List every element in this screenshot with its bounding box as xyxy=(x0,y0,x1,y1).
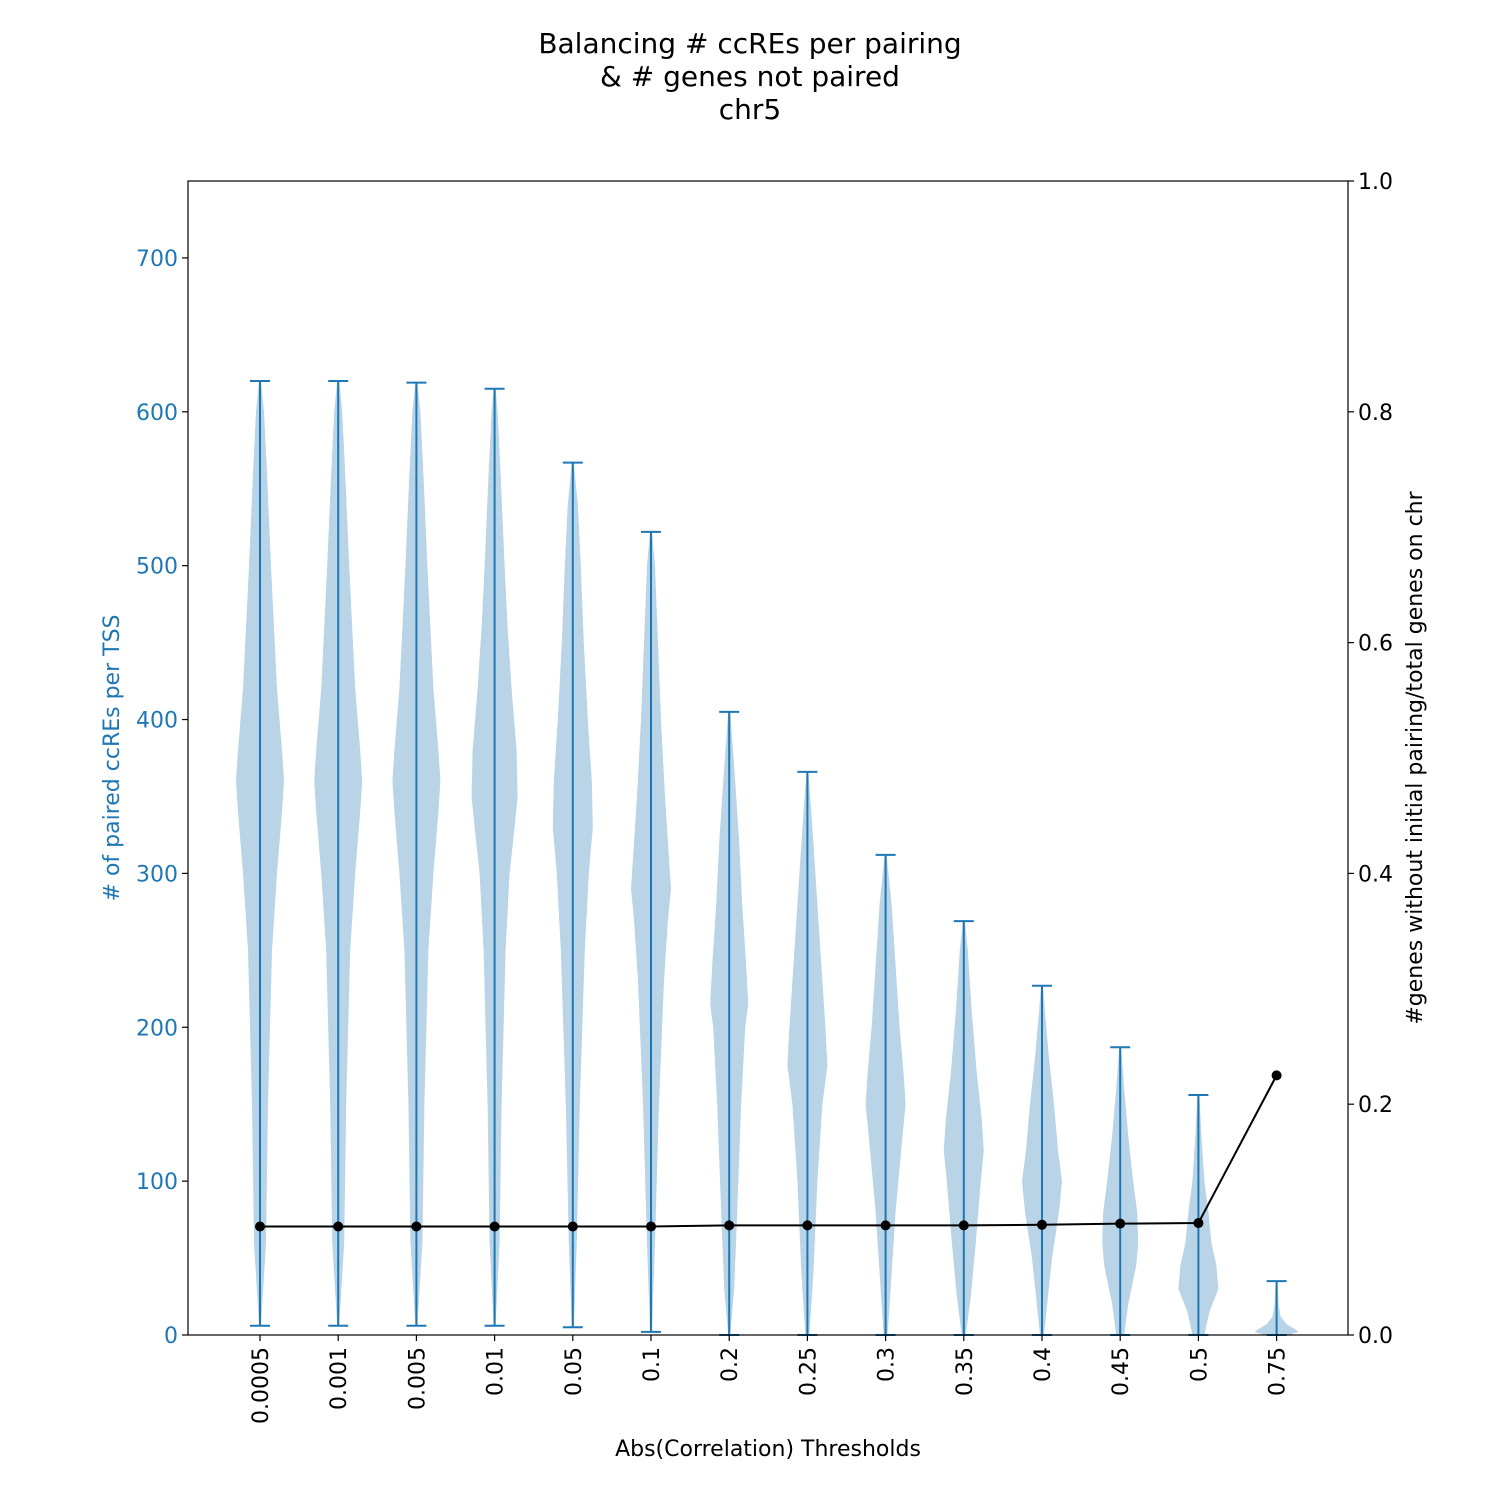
left-tick-label: 500 xyxy=(136,555,178,580)
line-point-0.4 xyxy=(1037,1219,1047,1230)
x-tick-label: 0.75 xyxy=(1266,1347,1291,1396)
right-y-axis-label: #genes without initial pairing/total gen… xyxy=(1403,490,1428,1024)
violin-0.01 xyxy=(471,387,518,1327)
title-line-1: Balancing # ccREs per pairing xyxy=(538,27,961,60)
line-point-0.005 xyxy=(411,1221,422,1232)
x-tick-label: 0.05 xyxy=(562,1347,587,1396)
right-y-axis: 0.0 0.2 0.4 0.6 0.8 1.0 xyxy=(1348,170,1393,1349)
right-tick-label: 0.2 xyxy=(1358,1093,1393,1118)
chart-title: Balancing # ccREs per pairing & # genes … xyxy=(538,27,961,126)
x-tick-label: 0.45 xyxy=(1109,1347,1134,1396)
right-tick-label: 1.0 xyxy=(1358,170,1393,195)
x-axis: 0.0005 0.001 0.005 0.01 0.05 0.1 0.2 0.25 0.3 0.3… xyxy=(249,1335,1291,1424)
line-point-0.2 xyxy=(724,1220,735,1231)
left-y-axis-label: # of paired ccREs per TSS xyxy=(100,615,125,902)
violin-0.05 xyxy=(552,461,593,1329)
violin-0.35 xyxy=(943,920,984,1336)
left-tick-label: 700 xyxy=(136,247,178,272)
violin-0.4 xyxy=(1022,984,1062,1336)
line-point-0.001 xyxy=(333,1221,344,1232)
left-tick-label: 300 xyxy=(136,862,178,887)
x-tick-label: 0.5 xyxy=(1187,1347,1212,1382)
title-line-3: chr5 xyxy=(719,93,781,126)
violin-0.005 xyxy=(392,381,441,1327)
x-tick-label: 0.0005 xyxy=(249,1347,274,1424)
line-point-0.75 xyxy=(1271,1070,1282,1081)
line-point-0.0005 xyxy=(255,1221,265,1232)
line-series-layer xyxy=(255,1070,1282,1232)
line-point-0.45 xyxy=(1115,1218,1126,1229)
left-tick-label: 600 xyxy=(136,401,178,426)
right-tick-label: 0.6 xyxy=(1358,632,1393,657)
left-tick-label: 200 xyxy=(136,1016,178,1041)
left-tick-label: 0 xyxy=(164,1324,178,1349)
plot-frame xyxy=(187,180,1349,1336)
right-tick-label: 0.8 xyxy=(1358,401,1393,426)
x-tick-label: 0.001 xyxy=(327,1347,352,1410)
left-tick-label: 400 xyxy=(136,709,178,734)
x-tick-label: 0.01 xyxy=(484,1347,509,1396)
right-tick-label: 0.0 xyxy=(1358,1324,1393,1349)
violins-layer xyxy=(236,380,1299,1336)
violin-0.5 xyxy=(1178,1093,1219,1336)
line-point-0.25 xyxy=(802,1220,813,1231)
left-tick-label: 100 xyxy=(136,1170,178,1195)
violin-0.25 xyxy=(787,770,828,1336)
x-tick-label: 0.1 xyxy=(640,1347,665,1382)
violin-0.3 xyxy=(865,853,906,1336)
line-point-0.5 xyxy=(1193,1218,1204,1229)
x-tick-label: 0.35 xyxy=(953,1347,978,1396)
violin-0.001 xyxy=(314,380,363,1327)
right-tick-label: 0.4 xyxy=(1358,862,1393,887)
title-line-2: & # genes not paired xyxy=(600,60,900,93)
x-axis-label: Abs(Correlation) Thresholds xyxy=(615,1437,921,1462)
x-tick-label: 0.2 xyxy=(718,1347,743,1382)
line-series-path xyxy=(260,1074,1278,1228)
line-point-0.1 xyxy=(646,1221,656,1232)
violin-0.0005 xyxy=(236,380,284,1327)
line-point-0.35 xyxy=(958,1220,969,1231)
violin-0.45 xyxy=(1102,1046,1139,1336)
x-tick-label: 0.3 xyxy=(875,1347,900,1382)
line-point-0.3 xyxy=(880,1220,891,1231)
violin-0.2 xyxy=(710,710,749,1336)
left-y-axis: 0 100 200 300 400 500 600 700 xyxy=(136,247,188,1349)
violin-0.75 xyxy=(1254,1280,1299,1336)
x-tick-label: 0.4 xyxy=(1031,1347,1056,1382)
x-tick-label: 0.25 xyxy=(796,1347,821,1396)
line-point-0.01 xyxy=(489,1221,500,1232)
violin-0.1 xyxy=(631,530,671,1333)
x-tick-label: 0.005 xyxy=(405,1347,430,1410)
line-point-0.05 xyxy=(567,1221,578,1232)
